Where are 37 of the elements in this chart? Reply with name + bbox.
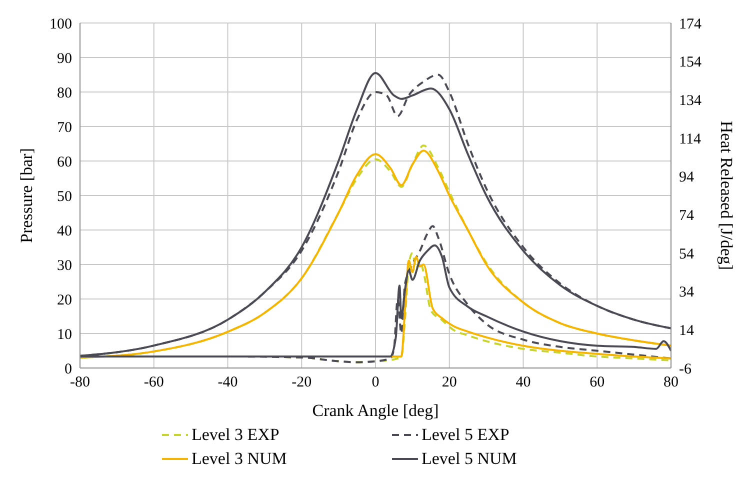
- x-tick-label: -60: [144, 374, 164, 391]
- legend-label: Level 3 NUM: [192, 449, 287, 469]
- y-tick-label: 20: [57, 292, 72, 308]
- legend-label: Level 5 NUM: [422, 449, 517, 469]
- y-tick-label: 60: [57, 154, 72, 170]
- legend-label: Level 3 EXP: [192, 425, 280, 445]
- x-tick-label: 0: [372, 374, 380, 391]
- y-tick-label: 70: [57, 120, 72, 136]
- y-tick-label: 50: [57, 188, 72, 205]
- y-tick-label: 30: [57, 258, 72, 274]
- x-tick-label: -40: [218, 374, 238, 391]
- x-axis-title: Crank Angle [deg]: [312, 401, 439, 420]
- y2-tick-label: 34: [679, 284, 694, 301]
- y-tick-label: 0: [64, 361, 72, 378]
- y-tick-label: 90: [57, 50, 72, 67]
- y2-axis-title: Heat Released [J/deg]: [716, 120, 736, 270]
- y2-tick-label: 14: [679, 322, 694, 339]
- x-tick-label: 40: [516, 374, 531, 391]
- y2-tick-label: 94: [679, 170, 694, 186]
- x-tick-label: 80: [664, 374, 678, 391]
- y2-tick-label: 134: [679, 92, 702, 109]
- legend-label: Level 5 EXP: [422, 425, 510, 445]
- y-tick-label: 10: [57, 326, 72, 343]
- y-tick-label: 100: [50, 16, 72, 32]
- y2-tick-label: 174: [679, 16, 702, 32]
- y-tick-label: 80: [57, 85, 72, 102]
- y2-tick-label: 74: [679, 208, 694, 224]
- x-tick-label: 60: [590, 374, 605, 391]
- x-tick-label: -80: [70, 374, 90, 391]
- y2-tick-label: 54: [679, 246, 694, 262]
- y-axis-title: Pressure [bar]: [17, 148, 36, 243]
- y2-tick-label: -6: [679, 361, 692, 378]
- y2-tick-label: 154: [679, 54, 702, 71]
- x-tick-label: 20: [442, 374, 457, 391]
- x-tick-label: -20: [292, 374, 312, 391]
- y2-tick-label: 114: [679, 131, 702, 148]
- y-tick-label: 40: [57, 223, 72, 240]
